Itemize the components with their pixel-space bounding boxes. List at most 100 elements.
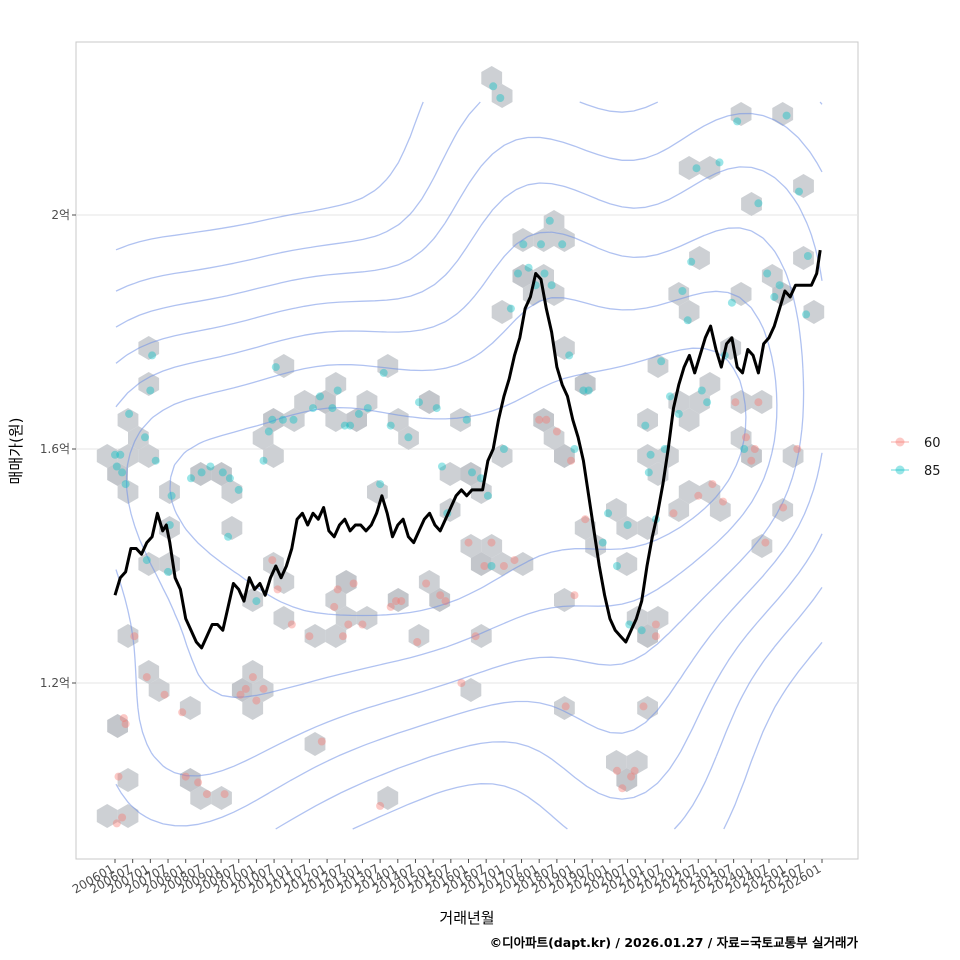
data-point-85 xyxy=(795,187,803,196)
x-axis: 2006012006072007012007072008012008072009… xyxy=(70,859,824,897)
hexbin-cell xyxy=(96,804,118,828)
data-point-85 xyxy=(116,450,125,459)
data-point-60 xyxy=(639,702,648,711)
data-point-60 xyxy=(651,632,660,641)
data-point-85 xyxy=(740,445,749,453)
hexbin-cell xyxy=(803,300,825,324)
hexbin-cell xyxy=(398,426,419,450)
data-point-85 xyxy=(218,468,227,477)
y-axis: 1.2억 1.6억 2억 xyxy=(40,208,76,690)
data-point-85 xyxy=(268,415,277,424)
data-point-85 xyxy=(141,433,149,442)
hexbin-cell xyxy=(637,696,658,720)
hexbin-cell xyxy=(460,462,482,486)
hexbin-cell xyxy=(242,588,264,612)
data-point-85 xyxy=(763,269,772,278)
data-point-60 xyxy=(464,538,473,547)
hexbin-cell xyxy=(117,444,139,468)
data-point-60 xyxy=(422,579,431,588)
data-point-60 xyxy=(358,620,367,629)
data-point-60 xyxy=(552,427,561,436)
data-point-85 xyxy=(142,556,151,565)
hexbin-cell xyxy=(470,624,492,648)
hexbin-cell xyxy=(470,552,492,576)
density-contour xyxy=(115,101,823,830)
hexbin-cell xyxy=(606,750,627,774)
data-point-85 xyxy=(537,240,545,249)
hexbin-cell xyxy=(533,228,554,252)
data-point-85 xyxy=(386,421,395,430)
hexbin-cell xyxy=(179,696,201,720)
data-point-85 xyxy=(623,521,632,529)
data-point-85 xyxy=(346,421,355,430)
hexbin-cell xyxy=(616,768,638,792)
hexbin-cell xyxy=(325,372,347,396)
hexbin-cell xyxy=(159,516,180,540)
data-point-60 xyxy=(202,790,211,799)
data-point-60 xyxy=(651,620,660,629)
hexbin-cell xyxy=(294,390,315,414)
data-point-60 xyxy=(268,556,277,565)
data-point-60 xyxy=(441,597,450,606)
data-point-85 xyxy=(148,351,157,360)
data-point-85 xyxy=(678,287,687,295)
data-point-60 xyxy=(747,456,756,465)
data-point-85 xyxy=(415,398,423,407)
data-point-85 xyxy=(487,562,496,570)
y-axis-title: 매매가(원) xyxy=(7,418,25,485)
data-point-85 xyxy=(328,404,337,413)
hexbin-cell xyxy=(283,408,305,432)
data-point-85 xyxy=(683,316,692,325)
hexbin-cell xyxy=(543,282,565,306)
data-point-60 xyxy=(708,480,717,489)
data-point-85 xyxy=(558,240,567,249)
hexbin-cell xyxy=(138,444,160,468)
data-point-85 xyxy=(540,269,549,278)
data-point-85 xyxy=(604,509,613,518)
data-point-60 xyxy=(694,491,703,500)
hexbin-cell xyxy=(387,588,409,612)
hexbin-cell xyxy=(491,552,513,576)
y-tick-label: 2억 xyxy=(51,208,70,222)
hexbin-cell xyxy=(554,336,575,360)
data-point-85 xyxy=(340,421,349,430)
data-point-60 xyxy=(287,620,296,629)
density-contour xyxy=(125,290,778,698)
data-point-85 xyxy=(782,111,791,120)
data-point-85 xyxy=(112,462,121,471)
hexbin-cell xyxy=(637,624,658,648)
data-point-60 xyxy=(305,632,314,641)
data-point-85 xyxy=(164,567,172,576)
data-point-85 xyxy=(309,404,317,413)
data-point-60 xyxy=(570,591,579,600)
density-contour xyxy=(115,112,823,830)
data-point-60 xyxy=(754,398,763,407)
hexbin-cell xyxy=(491,444,513,468)
data-point-60 xyxy=(618,784,627,793)
hexbin-cell xyxy=(117,768,139,792)
data-point-85 xyxy=(499,445,508,453)
hexbin-cell xyxy=(221,480,243,504)
data-point-60 xyxy=(118,813,127,822)
hexbin-cell xyxy=(533,264,554,288)
data-point-60 xyxy=(535,415,544,424)
data-point-60 xyxy=(349,579,358,588)
data-point-60 xyxy=(613,766,621,775)
hexbin-cell xyxy=(678,156,700,180)
data-point-60 xyxy=(333,585,342,594)
hexbin-cell xyxy=(117,408,139,432)
data-point-85 xyxy=(579,386,588,395)
panel-background xyxy=(75,41,859,860)
trend-layer xyxy=(113,249,822,650)
data-point-85 xyxy=(754,199,763,208)
hexbin-cell xyxy=(138,660,160,684)
hexbin-cell xyxy=(761,264,783,288)
density-contours xyxy=(115,101,823,830)
hexbin-cell xyxy=(689,246,710,270)
data-point-60 xyxy=(386,602,395,611)
data-point-85 xyxy=(224,532,233,541)
data-point-85 xyxy=(674,409,683,418)
data-point-85 xyxy=(438,462,446,471)
legend-key xyxy=(895,465,905,475)
